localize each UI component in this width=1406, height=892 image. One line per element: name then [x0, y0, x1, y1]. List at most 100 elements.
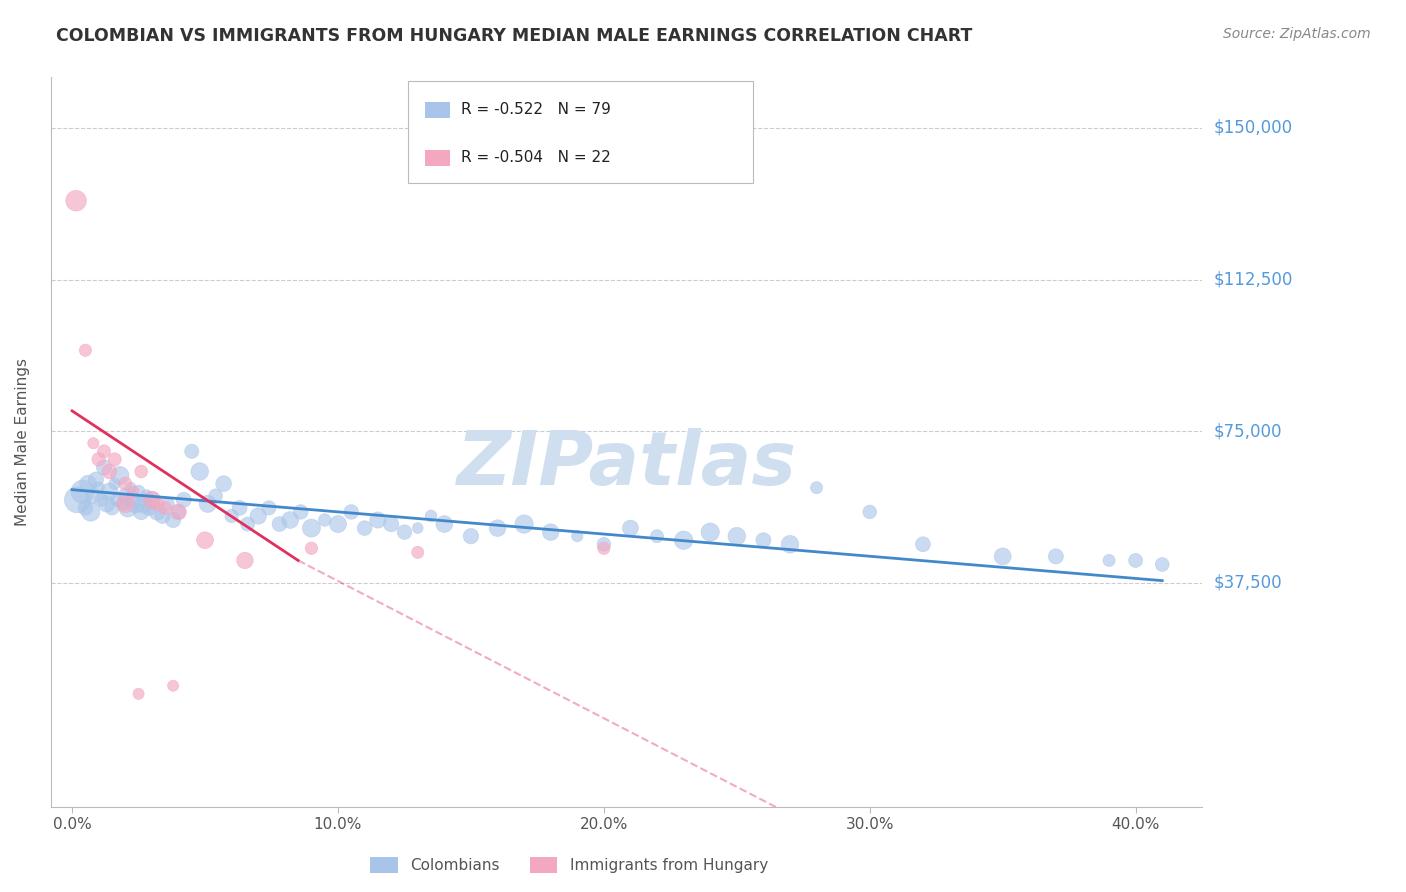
Point	[82, 436, 104, 450]
Point	[314, 513, 336, 527]
Point	[567, 529, 589, 543]
Text: $37,500: $37,500	[1213, 574, 1282, 591]
Point	[141, 492, 163, 507]
Point	[619, 521, 641, 535]
Point	[122, 492, 145, 507]
Point	[153, 500, 176, 515]
Point	[221, 508, 243, 523]
Point	[197, 497, 219, 511]
Point	[167, 505, 190, 519]
Text: COLOMBIAN VS IMMIGRANTS FROM HUNGARY MEDIAN MALE EARNINGS CORRELATION CHART: COLOMBIAN VS IMMIGRANTS FROM HUNGARY MED…	[56, 27, 973, 45]
Point	[247, 508, 270, 523]
Point	[592, 541, 614, 556]
Point	[486, 521, 509, 535]
Point	[66, 492, 89, 507]
Point	[269, 517, 291, 532]
Point	[513, 517, 536, 532]
Point	[645, 529, 668, 543]
Point	[212, 476, 235, 491]
Point	[725, 529, 748, 543]
Point	[326, 517, 349, 532]
Point	[257, 500, 280, 515]
Point	[228, 500, 250, 515]
Point	[433, 517, 456, 532]
Point	[420, 508, 443, 523]
Point	[340, 505, 363, 519]
Point	[93, 460, 115, 475]
Legend: Colombians, Immigrants from Hungary: Colombians, Immigrants from Hungary	[364, 851, 773, 880]
Point	[299, 541, 322, 556]
Point	[394, 525, 416, 540]
Point	[460, 529, 482, 543]
Point	[146, 505, 169, 519]
Text: $75,000: $75,000	[1213, 422, 1282, 440]
Point	[114, 497, 136, 511]
Point	[299, 521, 322, 535]
Text: $150,000: $150,000	[1213, 119, 1292, 137]
Point	[991, 549, 1014, 564]
Point	[1098, 553, 1121, 567]
Point	[90, 492, 112, 507]
Point	[87, 452, 110, 467]
Point	[104, 452, 127, 467]
Point	[779, 537, 801, 551]
Point	[141, 492, 163, 507]
Point	[859, 505, 882, 519]
Point	[236, 517, 259, 532]
Point	[540, 525, 562, 540]
Text: R = -0.522   N = 79: R = -0.522 N = 79	[461, 103, 612, 117]
Point	[80, 505, 103, 519]
Point	[72, 484, 94, 499]
Point	[75, 343, 97, 358]
Point	[132, 497, 155, 511]
Point	[120, 481, 142, 495]
Point	[180, 444, 202, 458]
Point	[188, 465, 211, 479]
Point	[367, 513, 389, 527]
Point	[104, 476, 127, 491]
Point	[699, 525, 721, 540]
Y-axis label: Median Male Earnings: Median Male Earnings	[15, 359, 30, 526]
Point	[290, 505, 312, 519]
Point	[167, 505, 190, 519]
Point	[592, 537, 614, 551]
Point	[380, 517, 402, 532]
Point	[93, 444, 115, 458]
Point	[911, 537, 934, 551]
Point	[117, 500, 139, 515]
Point	[233, 553, 256, 567]
Point	[128, 687, 150, 701]
Point	[135, 489, 157, 503]
Point	[752, 533, 775, 548]
Point	[146, 497, 169, 511]
Point	[77, 476, 100, 491]
Point	[98, 465, 121, 479]
Point	[152, 508, 174, 523]
Text: R = -0.504   N = 22: R = -0.504 N = 22	[461, 150, 610, 165]
Point	[65, 194, 87, 208]
Point	[129, 505, 152, 519]
Point	[672, 533, 695, 548]
Point	[125, 497, 148, 511]
Point	[96, 497, 118, 511]
Text: $112,500: $112,500	[1213, 270, 1292, 288]
Point	[105, 492, 128, 507]
Point	[108, 468, 131, 483]
Point	[1125, 553, 1147, 567]
Point	[353, 521, 375, 535]
Point	[138, 500, 160, 515]
Point	[1045, 549, 1067, 564]
Point	[204, 489, 226, 503]
Point	[162, 679, 184, 693]
Point	[194, 533, 217, 548]
Point	[406, 521, 429, 535]
Point	[111, 497, 134, 511]
Point	[98, 484, 121, 499]
Point	[129, 465, 152, 479]
Text: Source: ZipAtlas.com: Source: ZipAtlas.com	[1223, 27, 1371, 41]
Point	[806, 481, 828, 495]
Point	[173, 492, 195, 507]
Point	[156, 497, 179, 511]
Point	[122, 484, 145, 499]
Point	[114, 489, 136, 503]
